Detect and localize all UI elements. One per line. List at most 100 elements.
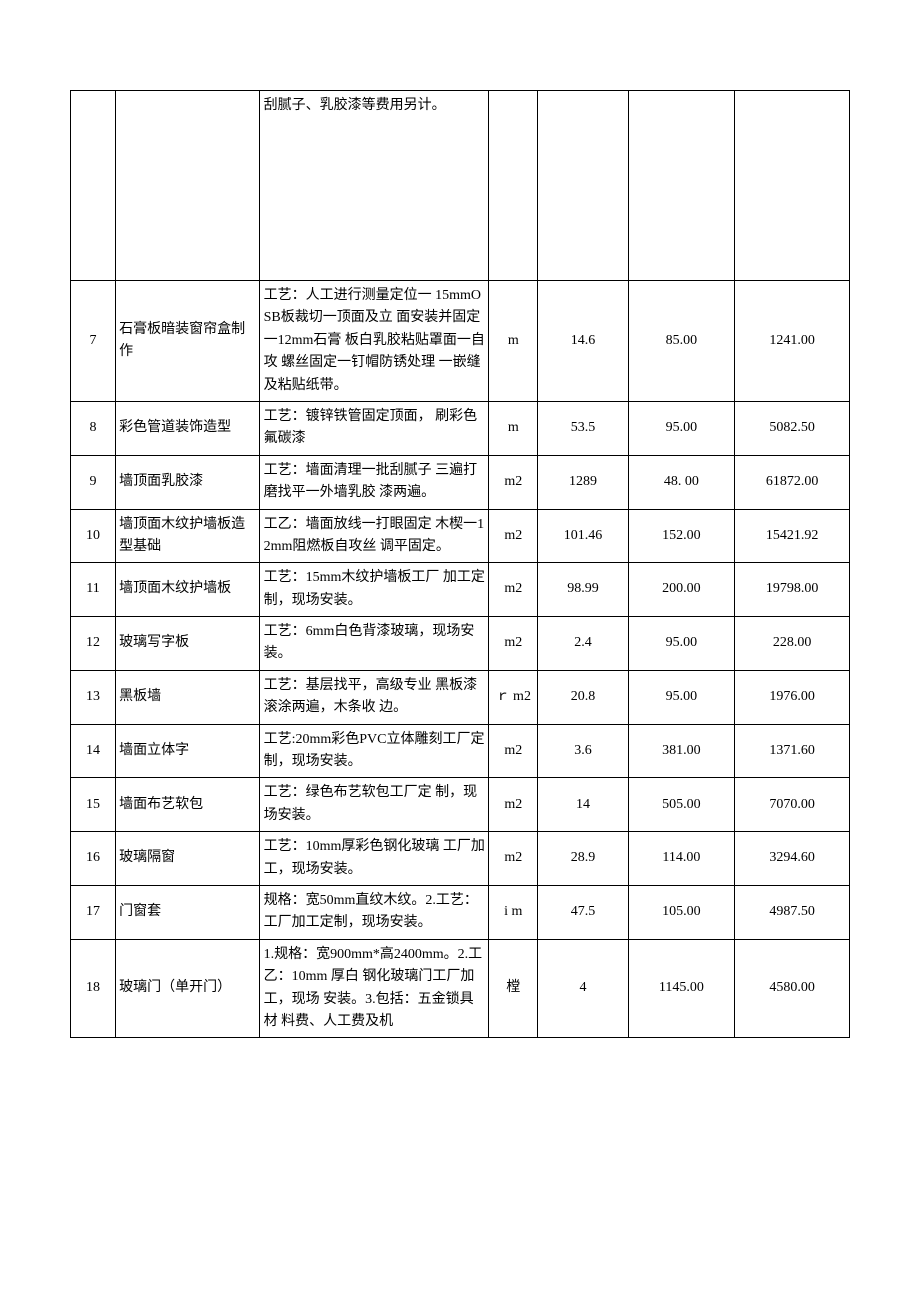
item-unit: ｒ m2 xyxy=(489,670,538,724)
item-description: 工乙：墙面放线一打眼固定 木楔一12mm阻燃板自攻丝 调平固定。 xyxy=(259,509,489,563)
item-name: 玻璃门（单开门） xyxy=(116,939,259,1038)
item-quantity: 101.46 xyxy=(538,509,628,563)
table-row: 9墙顶面乳胶漆工艺：墙面清理一批刮腻子 三遍打磨找平一外墙乳胶 漆两遍。m212… xyxy=(71,455,850,509)
item-total: 4987.50 xyxy=(735,885,850,939)
row-number xyxy=(71,91,116,281)
item-price: 95.00 xyxy=(628,617,735,671)
table-row: 14墙面立体字工艺:20mm彩色PVC立体雕刻工厂定制，现场安装。m23.638… xyxy=(71,724,850,778)
quotation-table: 刮腻子、乳胶漆等费用另计。7石膏板暗装窗帘盒制作工艺：人工进行测量定位一 15m… xyxy=(70,90,850,1038)
item-quantity: 14 xyxy=(538,778,628,832)
item-description: 刮腻子、乳胶漆等费用另计。 xyxy=(259,91,489,281)
row-number: 11 xyxy=(71,563,116,617)
item-price: 505.00 xyxy=(628,778,735,832)
item-name: 石膏板暗装窗帘盒制作 xyxy=(116,281,259,402)
item-unit: m xyxy=(489,281,538,402)
item-quantity: 20.8 xyxy=(538,670,628,724)
item-total: 1976.00 xyxy=(735,670,850,724)
item-description: 工艺：10mm厚彩色钢化玻璃 工厂加工，现场安装。 xyxy=(259,832,489,886)
item-quantity: 98.99 xyxy=(538,563,628,617)
item-unit xyxy=(489,91,538,281)
table-row: 12玻璃写字板工艺：6mm白色背漆玻璃，现场安装。m22.495.00228.0… xyxy=(71,617,850,671)
item-quantity xyxy=(538,91,628,281)
item-name: 玻璃写字板 xyxy=(116,617,259,671)
item-price xyxy=(628,91,735,281)
item-name: 墙顶面木纹护墙板造型基础 xyxy=(116,509,259,563)
table-row: 8彩色管道装饰造型工艺：镀锌铁管固定顶面， 刷彩色氟碳漆m53.595.0050… xyxy=(71,401,850,455)
item-quantity: 53.5 xyxy=(538,401,628,455)
row-number: 8 xyxy=(71,401,116,455)
item-quantity: 47.5 xyxy=(538,885,628,939)
item-total: 1241.00 xyxy=(735,281,850,402)
row-number: 13 xyxy=(71,670,116,724)
item-total: 19798.00 xyxy=(735,563,850,617)
item-unit: m2 xyxy=(489,617,538,671)
item-name: 墙顶面木纹护墙板 xyxy=(116,563,259,617)
item-name: 黑板墙 xyxy=(116,670,259,724)
item-unit: m2 xyxy=(489,563,538,617)
item-quantity: 14.6 xyxy=(538,281,628,402)
item-unit: m2 xyxy=(489,832,538,886)
item-quantity: 1289 xyxy=(538,455,628,509)
table-row: 11墙顶面木纹护墙板工艺：15mm木纹护墙板工厂 加工定制，现场安装。m298.… xyxy=(71,563,850,617)
item-description: 工艺：6mm白色背漆玻璃，现场安装。 xyxy=(259,617,489,671)
row-number: 12 xyxy=(71,617,116,671)
item-total: 15421.92 xyxy=(735,509,850,563)
item-description: 工艺：绿色布艺软包工厂定 制，现场安装。 xyxy=(259,778,489,832)
row-number: 7 xyxy=(71,281,116,402)
item-total: 61872.00 xyxy=(735,455,850,509)
row-number: 18 xyxy=(71,939,116,1038)
item-description: 工艺:20mm彩色PVC立体雕刻工厂定制，现场安装。 xyxy=(259,724,489,778)
row-number: 16 xyxy=(71,832,116,886)
item-quantity: 2.4 xyxy=(538,617,628,671)
item-price: 381.00 xyxy=(628,724,735,778)
item-total: 228.00 xyxy=(735,617,850,671)
row-number: 14 xyxy=(71,724,116,778)
item-description: 1.规格：宽900mm*高2400mm。2.工乙：10mm 厚白 钢化玻璃门工厂… xyxy=(259,939,489,1038)
table-row: 13黑板墙工艺：基层找平，高级专业 黑板漆滚涂两遍，木条收 边。ｒ m220.8… xyxy=(71,670,850,724)
item-total: 4580.00 xyxy=(735,939,850,1038)
item-unit: m2 xyxy=(489,509,538,563)
item-name: 门窗套 xyxy=(116,885,259,939)
item-description: 工艺：基层找平，高级专业 黑板漆滚涂两遍，木条收 边。 xyxy=(259,670,489,724)
item-name: 彩色管道装饰造型 xyxy=(116,401,259,455)
item-description: 工艺：人工进行测量定位一 15mmOSB板裁切一顶面及立 面安装并固定一12mm… xyxy=(259,281,489,402)
item-unit: m2 xyxy=(489,455,538,509)
item-name: 墙面布艺软包 xyxy=(116,778,259,832)
item-name: 墙顶面乳胶漆 xyxy=(116,455,259,509)
item-total: 1371.60 xyxy=(735,724,850,778)
table-row: 15墙面布艺软包工艺：绿色布艺软包工厂定 制，现场安装。m214505.0070… xyxy=(71,778,850,832)
table-row: 10墙顶面木纹护墙板造型基础工乙：墙面放线一打眼固定 木楔一12mm阻燃板自攻丝… xyxy=(71,509,850,563)
table-row: 18玻璃门（单开门）1.规格：宽900mm*高2400mm。2.工乙：10mm … xyxy=(71,939,850,1038)
item-name: 玻璃隔窗 xyxy=(116,832,259,886)
row-number: 10 xyxy=(71,509,116,563)
item-description: 工艺：墙面清理一批刮腻子 三遍打磨找平一外墙乳胶 漆两遍。 xyxy=(259,455,489,509)
table-row: 7石膏板暗装窗帘盒制作工艺：人工进行测量定位一 15mmOSB板裁切一顶面及立 … xyxy=(71,281,850,402)
item-description: 工艺：镀锌铁管固定顶面， 刷彩色氟碳漆 xyxy=(259,401,489,455)
item-description: 工艺：15mm木纹护墙板工厂 加工定制，现场安装。 xyxy=(259,563,489,617)
item-unit: m2 xyxy=(489,724,538,778)
item-unit: m xyxy=(489,401,538,455)
item-total: 7070.00 xyxy=(735,778,850,832)
row-number: 9 xyxy=(71,455,116,509)
item-price: 48. 00 xyxy=(628,455,735,509)
item-price: 105.00 xyxy=(628,885,735,939)
table-row: 刮腻子、乳胶漆等费用另计。 xyxy=(71,91,850,281)
item-price: 200.00 xyxy=(628,563,735,617)
item-name: 墙面立体字 xyxy=(116,724,259,778)
item-unit: 樘 xyxy=(489,939,538,1038)
table-row: 16玻璃隔窗工艺：10mm厚彩色钢化玻璃 工厂加工，现场安装。m228.9114… xyxy=(71,832,850,886)
item-price: 114.00 xyxy=(628,832,735,886)
item-unit: i m xyxy=(489,885,538,939)
item-description: 规格：宽50mm直纹木纹。2.工艺：工厂加工定制，现场安装。 xyxy=(259,885,489,939)
item-unit: m2 xyxy=(489,778,538,832)
item-total: 5082.50 xyxy=(735,401,850,455)
item-quantity: 4 xyxy=(538,939,628,1038)
item-total xyxy=(735,91,850,281)
row-number: 15 xyxy=(71,778,116,832)
item-price: 95.00 xyxy=(628,401,735,455)
item-price: 1145.00 xyxy=(628,939,735,1038)
item-name xyxy=(116,91,259,281)
item-price: 152.00 xyxy=(628,509,735,563)
item-total: 3294.60 xyxy=(735,832,850,886)
item-quantity: 3.6 xyxy=(538,724,628,778)
